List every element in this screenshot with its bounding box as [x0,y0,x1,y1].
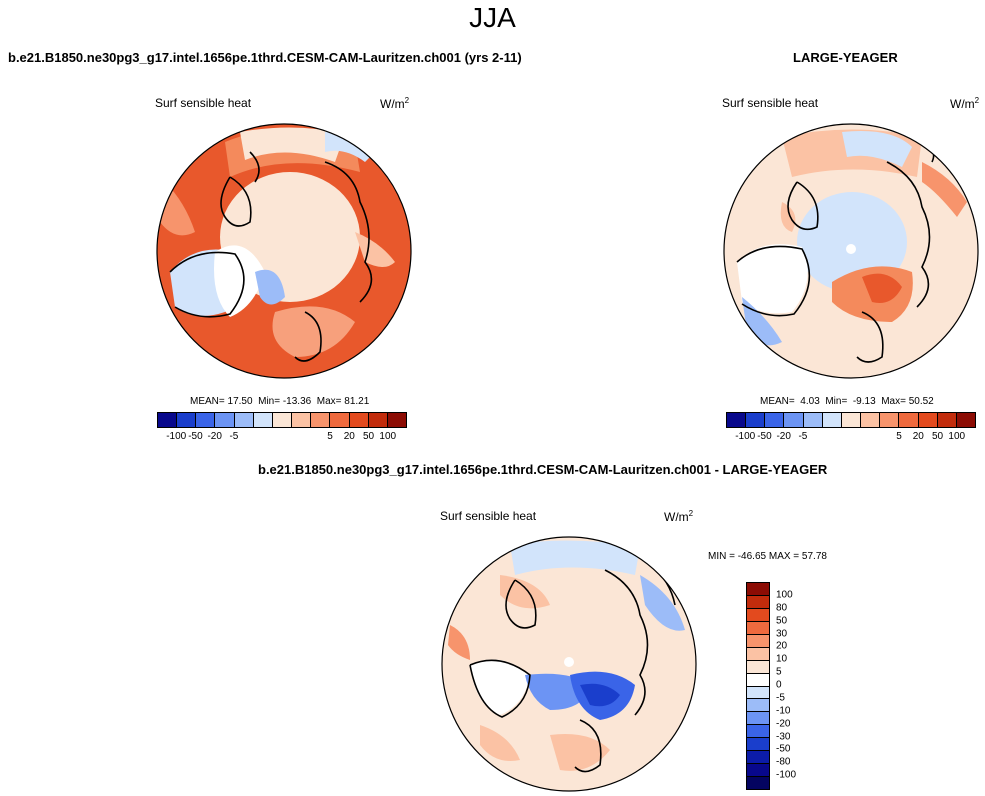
colorbar-swatch [747,699,769,713]
colorbar-swatch [747,634,769,648]
colorbar-swatch [747,595,769,609]
colorbar-swatch [880,413,900,427]
colorbar-swatch [747,608,769,622]
colorbar-swatch [803,413,823,427]
colorbar-tick-label: -100 [735,431,756,442]
colorbar-tick-label: 30 [776,628,788,639]
colorbar-tick-label: 0 [776,679,782,691]
colorbar-swatch [196,413,216,427]
diff-colorbar-swatches [746,582,770,790]
colorbar-tick-label: 10 [776,653,788,665]
colorbar-tick-label: 50 [362,431,375,442]
colorbar-swatch [747,686,769,700]
colorbar-swatch [253,413,273,427]
colorbar-tick-label: -20 [776,431,791,442]
colorbar-swatch [747,751,769,765]
colorbar-tick-label: 5 [896,431,902,442]
colorbar-tick-label: 50 [931,431,944,442]
colorbar-tick-label: 80 [776,602,788,614]
colorbar-swatch [747,647,769,661]
colorbar-tick-label: 100 [948,431,966,442]
obs-stats: MEAN= 4.03 Min= -9.13 Max= 50.52 [760,396,934,407]
colorbar-tick-label: -50 [757,431,772,442]
colorbar-swatch [747,621,769,635]
colorbar-swatch [158,413,178,427]
model-variable-label: Surf sensible heat [155,96,252,110]
colorbar-swatch [747,673,769,687]
colorbar-swatch [861,413,881,427]
colorbar-swatch [918,413,938,427]
model-panel-title: b.e21.B1850.ne30pg3_g17.intel.1656pe.1th… [8,50,522,65]
colorbar-tick-label: 20 [776,640,788,652]
colorbar-tick-label: -5 [229,431,239,442]
diff-variable-label: Surf sensible heat [440,509,537,523]
colorbar-swatch [368,413,388,427]
colorbar-swatch [841,413,862,427]
colorbar-swatch [292,413,312,427]
colorbar-swatch [177,413,197,427]
colorbar-tick-label: -100 [166,431,187,442]
colorbar-swatch [747,712,769,726]
obs-colorbar: -100 -50 -20 -5 5 20 50 100 [726,412,976,442]
colorbar-tick-label: 20 [343,431,355,442]
model-polar-map [156,123,412,379]
obs-polar-map [723,123,979,379]
colorbar-tick-label: -20 [776,718,791,730]
colorbar-swatch [822,413,842,427]
colorbar-swatch [747,660,769,674]
colorbar-swatch [747,764,769,778]
colorbar-tick-label: -30 [776,731,791,742]
colorbar-swatch [899,413,919,427]
obs-units-label: W/m2 [950,96,980,111]
colorbar-tick-label: -100 [776,769,797,781]
colorbar-tick-label: 5 [776,666,782,678]
colorbar-tick-label: -5 [798,431,808,442]
colorbar-swatch [387,413,407,427]
colorbar-swatch [747,777,769,789]
model-colorbar: -100 -50 -20 -5 5 20 50 100 [157,412,407,442]
colorbar-swatch [215,413,235,427]
colorbar-swatch [747,583,769,596]
colorbar-swatch [765,413,785,427]
obs-colorbar-swatches [726,412,976,428]
colorbar-swatch [727,413,747,427]
colorbar-swatch [956,413,976,427]
colorbar-swatch [747,738,769,752]
colorbar-tick-label: -80 [776,756,791,768]
colorbar-swatch [234,413,254,427]
colorbar-swatch [937,413,957,427]
diff-colorbar: 100 80 50 30 20 10 5 0 -5 -10 -20 -30 -50 -80 -100 [746,582,796,790]
colorbar-swatch [311,413,331,427]
obs-panel-title: LARGE-YEAGER [793,50,898,65]
colorbar-tick-label: -50 [188,431,203,442]
diff-polar-map [441,536,697,792]
colorbar-tick-label: -5 [776,692,785,704]
colorbar-swatch [746,413,766,427]
colorbar-tick-label: 100 [776,589,793,601]
colorbar-swatch [747,725,769,739]
colorbar-tick-label: 50 [776,615,788,627]
diff-panel-title: b.e21.B1850.ne30pg3_g17.intel.1656pe.1th… [258,462,828,477]
colorbar-swatch [349,413,369,427]
colorbar-tick-label: -10 [776,705,791,717]
model-stats: MEAN= 17.50 Min= -13.36 Max= 81.21 [190,396,370,407]
colorbar-tick-label: 5 [327,431,333,442]
diff-units-label: W/m2 [664,509,694,524]
obs-variable-label: Surf sensible heat [722,96,819,110]
colorbar-swatch [330,413,350,427]
diff-minmax: MIN = -46.65 MAX = 57.78 [708,551,827,562]
season-title: JJA [469,2,516,33]
colorbar-tick-label: -20 [207,431,222,442]
colorbar-swatch [784,413,804,427]
model-units-label: W/m2 [380,96,410,111]
colorbar-tick-label: 100 [379,431,397,442]
colorbar-tick-label: 20 [912,431,924,442]
colorbar-swatch [272,413,293,427]
colorbar-tick-label: -50 [776,743,791,755]
model-colorbar-swatches [157,412,407,428]
